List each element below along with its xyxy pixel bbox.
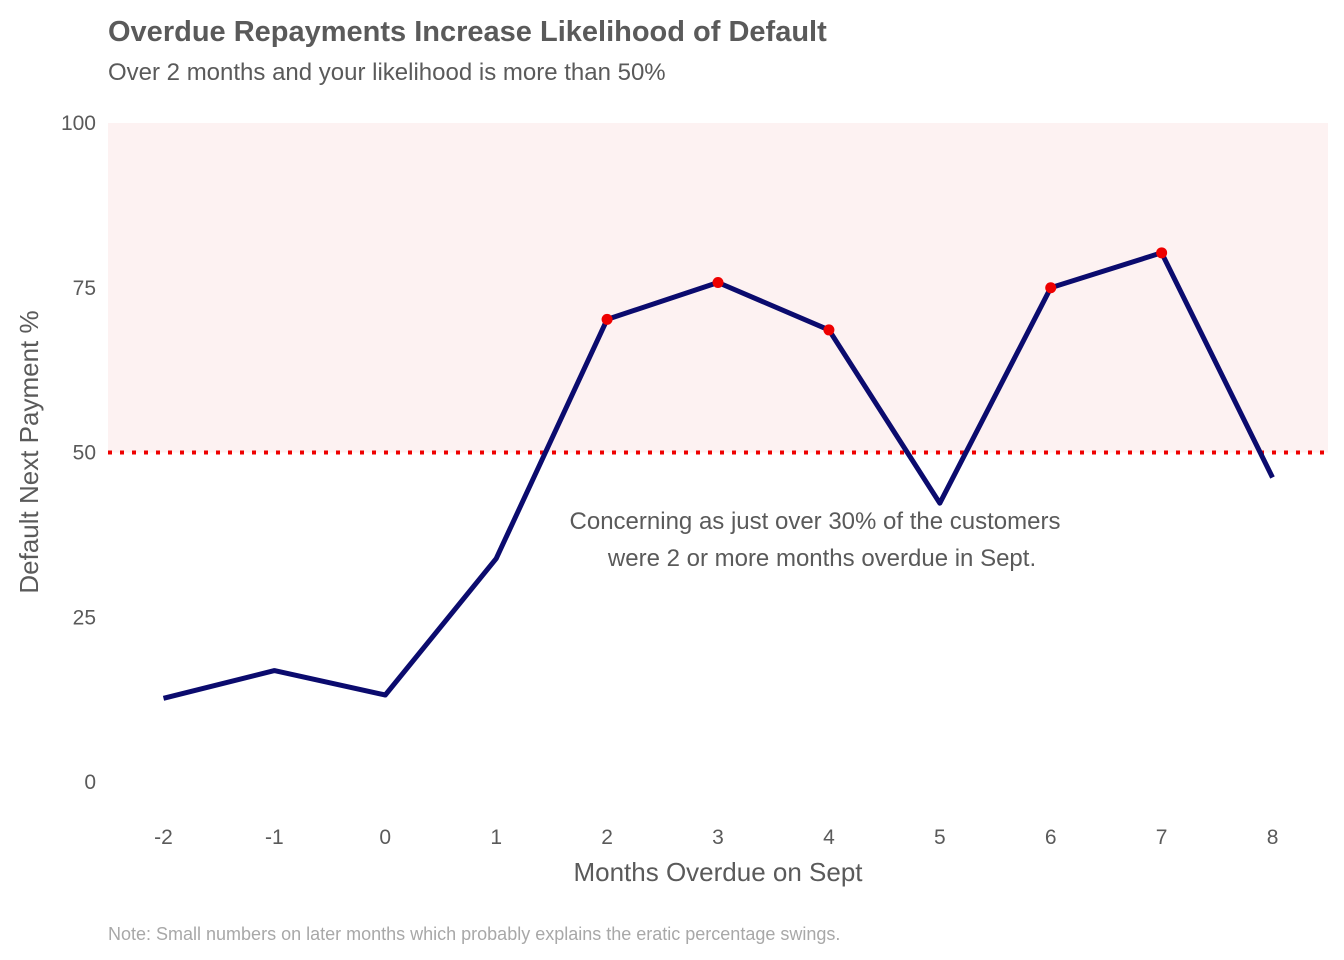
y-axis-label: Default Next Payment %: [14, 310, 44, 593]
x-tick-label: 0: [379, 826, 391, 849]
data-point: [601, 313, 613, 325]
x-tick-label: 1: [490, 826, 502, 849]
highlight-points: [601, 247, 1168, 336]
x-tick-label: 2: [601, 826, 613, 849]
annotation-line-2: were 2 or more months overdue in Sept.: [607, 545, 1036, 572]
x-tick-label: 3: [712, 826, 724, 849]
x-axis-ticks: -2 -1 0 1 2 3 4 5 6 7 8: [154, 826, 1278, 849]
x-axis-label: Months Overdue on Sept: [573, 857, 863, 887]
y-tick-label: 75: [73, 277, 96, 300]
y-axis-ticks: 0 25 50 75 100: [61, 112, 96, 794]
x-tick-label: 6: [1045, 826, 1057, 849]
x-tick-label: 7: [1156, 826, 1168, 849]
data-point: [712, 276, 724, 288]
footnote: Note: Small numbers on later months whic…: [108, 924, 840, 944]
y-tick-label: 0: [84, 771, 96, 794]
x-tick-label: -2: [154, 826, 173, 849]
data-point: [1156, 247, 1168, 259]
data-point: [823, 324, 835, 336]
chart-subtitle: Over 2 months and your likelihood is mor…: [108, 59, 666, 86]
x-tick-label: 8: [1267, 826, 1279, 849]
x-tick-label: 5: [934, 826, 946, 849]
y-tick-label: 100: [61, 112, 96, 135]
x-tick-label: 4: [823, 826, 835, 849]
data-point: [1045, 282, 1057, 294]
y-tick-label: 50: [73, 442, 96, 465]
x-tick-label: -1: [265, 826, 284, 849]
y-tick-label: 25: [73, 606, 96, 629]
annotation-line-1: Concerning as just over 30% of the custo…: [570, 508, 1061, 535]
chart-title: Overdue Repayments Increase Likelihood o…: [108, 16, 827, 48]
